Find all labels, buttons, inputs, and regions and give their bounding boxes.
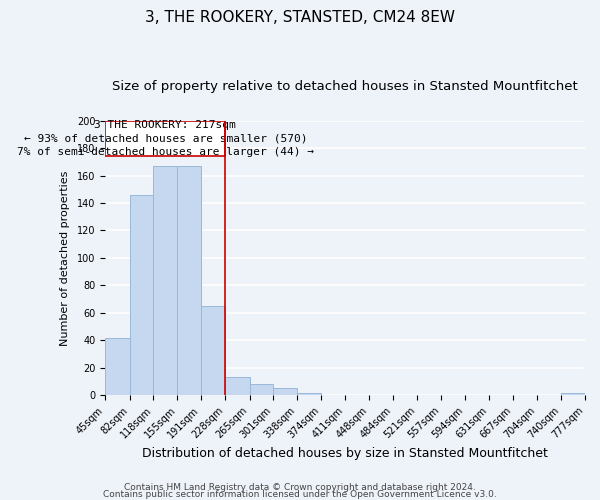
Bar: [273, 388, 298, 396]
Bar: [225, 378, 250, 396]
Bar: [153, 166, 178, 396]
Y-axis label: Number of detached properties: Number of detached properties: [60, 170, 70, 346]
Bar: [250, 384, 273, 396]
Bar: [178, 166, 201, 396]
Bar: [130, 194, 153, 396]
Title: Size of property relative to detached houses in Stansted Mountfitchet: Size of property relative to detached ho…: [112, 80, 578, 93]
Text: Contains public sector information licensed under the Open Government Licence v3: Contains public sector information licen…: [103, 490, 497, 499]
Bar: [298, 392, 321, 396]
Text: 3 THE ROOKERY: 217sqm
← 93% of detached houses are smaller (570)
7% of semi-deta: 3 THE ROOKERY: 217sqm ← 93% of detached …: [17, 120, 314, 156]
X-axis label: Distribution of detached houses by size in Stansted Mountfitchet: Distribution of detached houses by size …: [142, 447, 548, 460]
Bar: [106, 120, 225, 156]
Bar: [561, 392, 585, 396]
Text: Contains HM Land Registry data © Crown copyright and database right 2024.: Contains HM Land Registry data © Crown c…: [124, 484, 476, 492]
Text: 3, THE ROOKERY, STANSTED, CM24 8EW: 3, THE ROOKERY, STANSTED, CM24 8EW: [145, 10, 455, 25]
Bar: [201, 306, 225, 396]
Bar: [106, 338, 130, 396]
